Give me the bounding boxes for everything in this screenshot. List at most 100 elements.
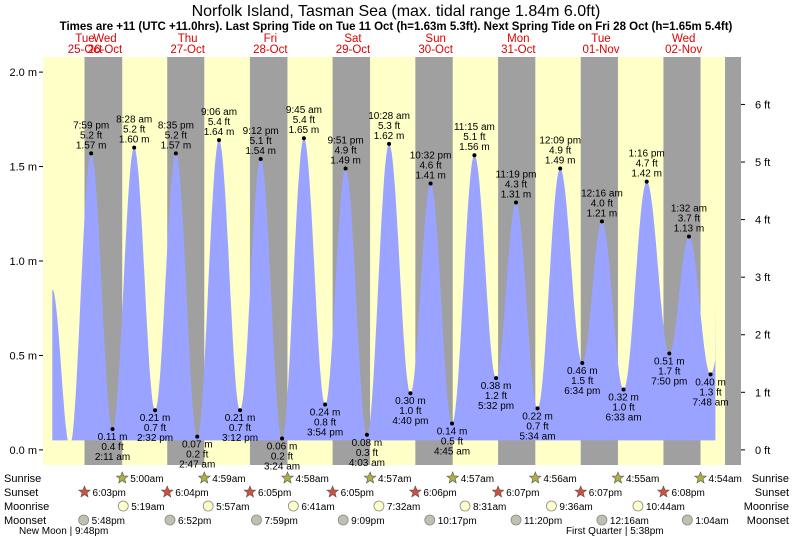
- tide-time: 1:32 am: [671, 203, 707, 214]
- tide-time: 7:59 pm: [73, 120, 109, 131]
- tide-point: [217, 138, 222, 143]
- day-date: 02-Nov: [665, 44, 702, 56]
- day-name: Mon: [507, 33, 529, 45]
- tide-point: [258, 157, 263, 161]
- day-headers: Tue25-OctWed26-OctThu27-OctFri28-OctSat2…: [68, 33, 703, 56]
- tide-height-ft: 1.5 ft: [571, 376, 593, 387]
- tide-point: [387, 141, 392, 146]
- tide-label: 10:32 pm4.6 ft1.41 m: [410, 151, 452, 182]
- tide-label: 0.07 m0.2 ft2:47 am: [179, 440, 215, 471]
- tide-label: 7:59 pm5.2 ft1.57 m: [73, 120, 109, 151]
- moonrise-time: 7:32am: [387, 502, 420, 513]
- tide-time: 9:51 pm: [328, 135, 364, 146]
- tide-height-ft: 0.8 ft: [314, 418, 336, 429]
- tide-point: [667, 351, 672, 356]
- day-name: Sat: [344, 33, 362, 45]
- tide-height-ft: 5.4 ft: [208, 117, 230, 128]
- tide-time: 4:40 pm: [392, 416, 428, 427]
- sunset-icon: [491, 485, 505, 498]
- moonset-icon: [596, 514, 608, 526]
- sunset-time: 6:03pm: [93, 488, 126, 499]
- tide-height-m: 1.41 m: [415, 171, 446, 182]
- tide-height-ft: 4.0 ft: [591, 198, 613, 209]
- y-tick-label-m: 0.0 m: [9, 445, 37, 457]
- tide-height-ft: 0.7 ft: [144, 423, 166, 434]
- tide-height-m: 0.30 m: [395, 396, 426, 407]
- sunrise-icon: [197, 471, 211, 484]
- day-date: 28-Oct: [253, 44, 288, 56]
- tide-label: 0.21 m0.7 ft3:12 pm: [222, 413, 258, 444]
- tide-height-ft: 3.7 ft: [678, 213, 700, 224]
- moonset-time: 12:16am: [610, 516, 649, 527]
- tide-height-m: 0.22 m: [522, 411, 553, 422]
- y-tick-label-m: 0.5 m: [9, 350, 37, 362]
- tide-height-m: 1.54 m: [245, 146, 276, 157]
- sunset-time: 6:06pm: [423, 488, 456, 499]
- row-label-right: Sunset: [755, 487, 789, 499]
- tide-point: [89, 151, 94, 156]
- moonset-time: 7:59pm: [264, 516, 297, 527]
- tide-label: 0.30 m1.0 ft4:40 pm: [392, 396, 428, 427]
- tide-time: 1:16 pm: [629, 149, 665, 160]
- tide-label: 0.08 m0.3 ft4:03 am: [349, 438, 385, 469]
- moonset-icon: [164, 514, 176, 526]
- tide-height-m: 0.24 m: [310, 408, 341, 419]
- tide-point: [580, 361, 585, 365]
- tide-height-m: 1.42 m: [631, 169, 662, 180]
- tide-height-m: 0.21 m: [225, 413, 256, 424]
- sunrise-icon: [363, 471, 377, 484]
- tide-height-ft: 4.9 ft: [334, 145, 356, 156]
- astro-rows: Sunrise Sunrise 5:00am 4:59am 4:58am 4:57am 4:…: [4, 471, 789, 537]
- tide-height-ft: 0.7 ft: [229, 423, 251, 434]
- sunrise-icon: [446, 471, 460, 484]
- tide-point: [343, 166, 348, 171]
- tide-height-ft: 4.3 ft: [505, 179, 527, 190]
- tide-time: 3:24 am: [264, 462, 300, 473]
- moonrise-icon: [287, 500, 299, 512]
- tide-point: [428, 181, 433, 186]
- tide-point: [110, 427, 115, 432]
- tide-label: 0.51 m1.7 ft7:50 pm: [651, 357, 687, 388]
- tide-curve: [52, 138, 716, 441]
- tide-height-ft: 1.0 ft: [399, 406, 421, 417]
- tide-height-ft: 5.2 ft: [123, 125, 145, 136]
- tide-label: 9:06 am5.4 ft1.64 m: [201, 107, 237, 138]
- day-name: Thu: [178, 33, 198, 45]
- tide-height-ft: 0.5 ft: [441, 436, 463, 447]
- moonrise-time: 8:31am: [473, 502, 506, 513]
- day-date: 31-Oct: [501, 44, 536, 56]
- sunset-time: 6:05pm: [341, 488, 374, 499]
- plot-area: [0, 57, 793, 465]
- tide-label: 0.40 m1.3 ft7:48 am: [692, 377, 728, 408]
- tide-label: 12:16 am4.0 ft1.21 m: [581, 188, 623, 219]
- tide-point: [153, 408, 158, 413]
- tide-time: 11:15 am: [454, 122, 495, 133]
- tide-time: 2:47 am: [179, 460, 215, 471]
- moonset-icon: [78, 514, 90, 526]
- right-sidebar: [725, 57, 741, 465]
- moon-phase: New Moon | 9:48pm: [19, 526, 108, 537]
- tide-height-m: 0.06 m: [267, 442, 298, 453]
- tide-point: [323, 402, 328, 407]
- sunrise-time: 4:58am: [295, 474, 328, 485]
- day-date: 29-Oct: [336, 44, 371, 56]
- day-name: Wed: [672, 33, 695, 45]
- moonset-icon: [424, 514, 436, 526]
- sunrise-time: 4:59am: [212, 474, 245, 485]
- tide-point: [686, 234, 691, 239]
- tide-label: 8:28 am5.2 ft1.60 m: [116, 115, 152, 146]
- moon-phase: First Quarter | 5:38pm: [566, 526, 664, 537]
- tide-height-m: 0.07 m: [182, 440, 213, 451]
- tide-label: 0.46 m1.5 ft6:34 pm: [564, 366, 600, 397]
- y-tick-label-ft: 2 ft: [755, 330, 770, 342]
- row-label-left: Moonrise: [4, 501, 49, 513]
- tide-height-ft: 1.2 ft: [485, 391, 507, 402]
- moonset-icon: [251, 514, 262, 526]
- sunset-icon: [78, 485, 91, 498]
- moonset-time: 1:04am: [695, 516, 728, 527]
- moonrise-time: 9:36am: [559, 502, 592, 513]
- tide-label: 0.11 m0.4 ft2:11 am: [95, 432, 130, 463]
- tide-time: 10:32 pm: [410, 151, 452, 162]
- tide-height-ft: 1.0 ft: [612, 402, 634, 413]
- tide-point: [280, 436, 285, 441]
